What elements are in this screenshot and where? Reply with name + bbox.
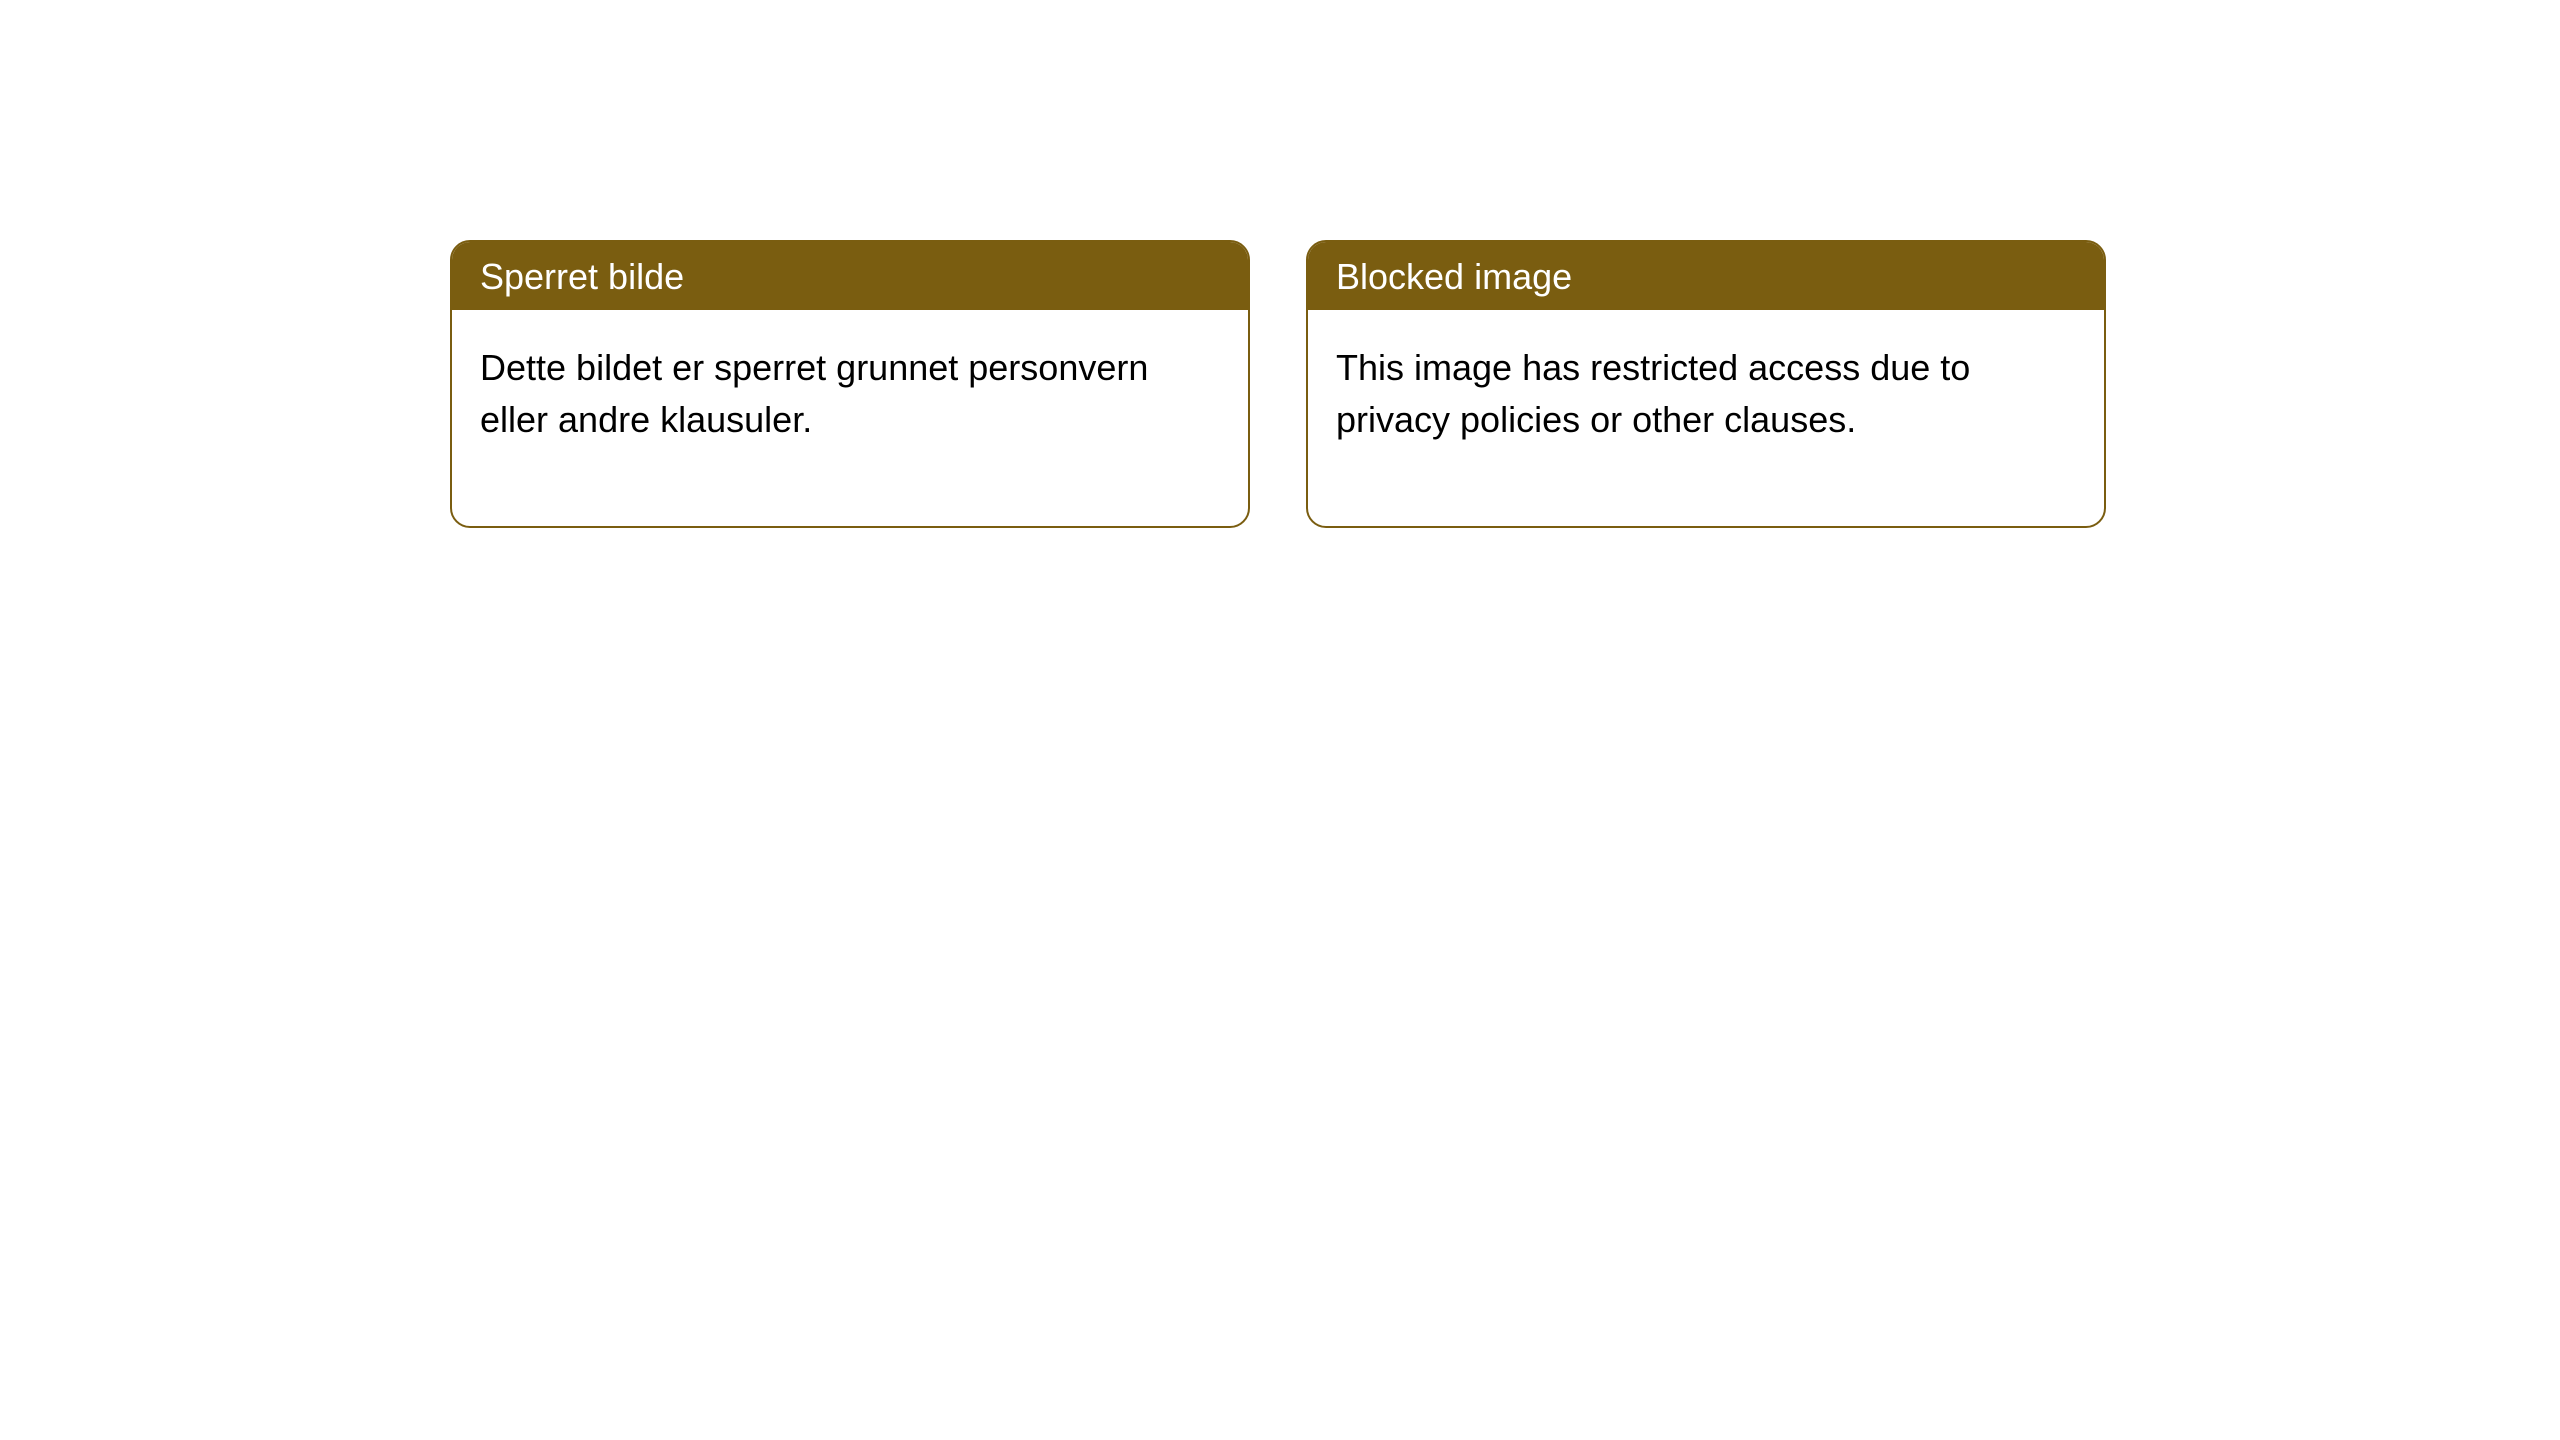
card-body: This image has restricted access due to … [1308, 310, 2104, 526]
card-header: Blocked image [1308, 242, 2104, 310]
blocked-image-card-no: Sperret bilde Dette bildet er sperret gr… [450, 240, 1250, 528]
card-body-text: This image has restricted access due to … [1336, 347, 1970, 440]
blocked-image-cards-container: Sperret bilde Dette bildet er sperret gr… [450, 240, 2560, 528]
blocked-image-card-en: Blocked image This image has restricted … [1306, 240, 2106, 528]
card-title: Sperret bilde [480, 256, 684, 297]
card-header: Sperret bilde [452, 242, 1248, 310]
card-body-text: Dette bildet er sperret grunnet personve… [480, 347, 1148, 440]
card-body: Dette bildet er sperret grunnet personve… [452, 310, 1248, 526]
card-title: Blocked image [1336, 256, 1572, 297]
